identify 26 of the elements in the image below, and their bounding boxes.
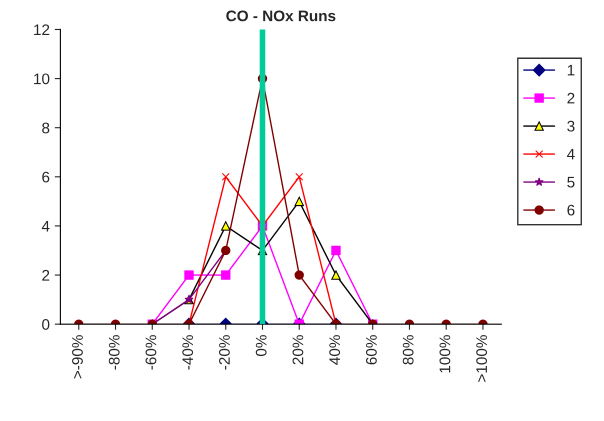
x-tick-label: -80% <box>108 335 120 370</box>
x-tick-label: -20% <box>219 335 230 370</box>
legend-label: 2 <box>567 92 574 104</box>
y-tick-label: 10 <box>34 73 50 84</box>
legend-label: 3 <box>567 120 574 132</box>
x-tick-label: 60% <box>366 335 377 364</box>
legend-label: 4 <box>567 148 575 160</box>
x-tick-label: 0% <box>256 335 267 356</box>
legend-label: 1 <box>568 64 574 76</box>
y-tick-label: 8 <box>42 122 50 134</box>
y-tick-label: 12 <box>34 24 50 36</box>
y-tick-label: 2 <box>42 270 50 281</box>
y-tick-label: 0 <box>42 319 50 330</box>
x-tick-label: >-90% <box>72 335 83 378</box>
x-tick-label: 20% <box>292 335 304 364</box>
x-tick-label: >100% <box>476 335 488 382</box>
x-tick-label: -60% <box>146 335 156 370</box>
legend-label: 6 <box>567 204 574 216</box>
chart-title: CO - NOx Runs <box>226 10 336 22</box>
x-tick-label: 80% <box>402 335 414 364</box>
y-tick-label: 6 <box>42 172 50 183</box>
y-tick-label: 4 <box>42 220 50 232</box>
x-tick-label: 40% <box>329 335 340 365</box>
x-tick-label: 100% <box>439 335 450 372</box>
legend-label: 5 <box>567 176 575 188</box>
x-tick-label: -40% <box>182 335 194 370</box>
